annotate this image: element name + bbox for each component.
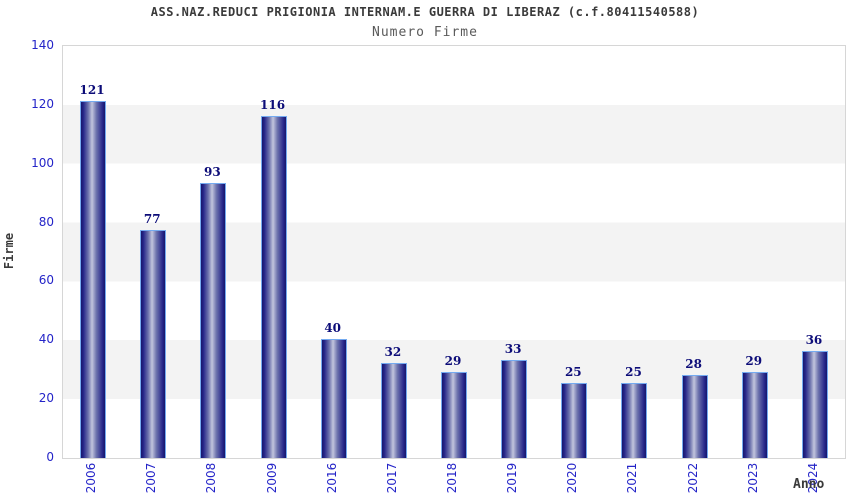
bar-value-label: 40 bbox=[324, 321, 342, 336]
bar-value-label: 36 bbox=[805, 333, 823, 348]
y-tick-label: 140 bbox=[31, 38, 54, 52]
x-tick-label: 2019 bbox=[505, 462, 520, 494]
bar-2022 bbox=[681, 374, 708, 458]
bar-value-label: 32 bbox=[384, 344, 402, 359]
x-tick-label: 2016 bbox=[324, 462, 339, 494]
bar-2021 bbox=[621, 383, 648, 458]
x-tick-label: 2021 bbox=[625, 462, 640, 494]
bar-value-label: 25 bbox=[564, 365, 582, 380]
x-tick-label: 2018 bbox=[445, 462, 459, 494]
bar-2016 bbox=[320, 339, 347, 458]
plot-area bbox=[62, 45, 846, 459]
chart-subtitle: Numero Firme bbox=[372, 25, 478, 40]
y-tick-label: 20 bbox=[38, 391, 54, 406]
bar-2008 bbox=[200, 183, 227, 458]
x-tick-label: 2007 bbox=[144, 462, 159, 494]
x-tick-label: 2009 bbox=[264, 462, 279, 494]
bar-value-label: 28 bbox=[685, 356, 702, 371]
x-axis-title: Anno bbox=[793, 477, 825, 492]
y-tick-label: 100 bbox=[31, 155, 54, 170]
y-tick-label: 40 bbox=[38, 332, 54, 347]
x-tick-label: 2020 bbox=[565, 462, 580, 494]
y-tick-label: 0 bbox=[46, 450, 54, 464]
y-tick-label: 60 bbox=[38, 273, 54, 288]
bar-value-label: 77 bbox=[143, 212, 161, 227]
bar-2024 bbox=[801, 351, 828, 458]
x-tick-label: 2008 bbox=[204, 462, 219, 494]
x-tick-label: 2023 bbox=[745, 462, 760, 494]
y-axis-title: Firme bbox=[2, 232, 16, 270]
bar-2009 bbox=[260, 115, 287, 458]
x-tick-label: 2006 bbox=[84, 462, 99, 494]
y-tick-label: 80 bbox=[38, 214, 54, 229]
bar-value-label: 25 bbox=[625, 365, 642, 380]
bar-2017 bbox=[380, 362, 407, 458]
chart-title: ASS.NAZ.REDUCI PRIGIONIA INTERNAM.E GUER… bbox=[150, 5, 700, 19]
bar-value-label: 29 bbox=[745, 353, 763, 368]
bar-2023 bbox=[741, 371, 768, 458]
bar-2018 bbox=[441, 371, 467, 458]
bar-value-label: 116 bbox=[260, 97, 286, 112]
bar-value-label: 93 bbox=[204, 165, 221, 180]
bar-2006 bbox=[80, 100, 107, 458]
bar-value-label: 121 bbox=[79, 82, 105, 97]
x-tick-label: 2022 bbox=[685, 462, 700, 494]
x-tick-label: 2017 bbox=[384, 462, 399, 494]
y-tick-label: 120 bbox=[31, 96, 54, 111]
bar-2019 bbox=[501, 359, 528, 458]
bar-2020 bbox=[561, 383, 588, 458]
bar-value-label: 33 bbox=[504, 341, 522, 356]
bar-value-label: 29 bbox=[444, 353, 462, 368]
bar-2007 bbox=[140, 230, 167, 458]
